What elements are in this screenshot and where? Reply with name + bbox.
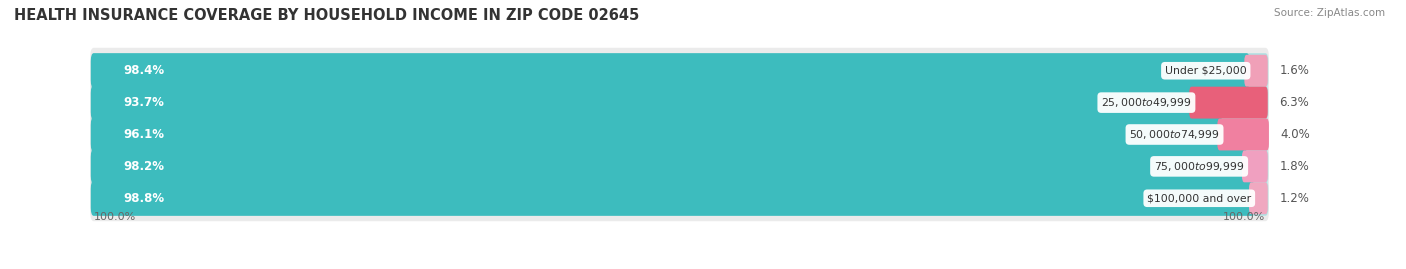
FancyBboxPatch shape — [1218, 119, 1268, 150]
Text: HEALTH INSURANCE COVERAGE BY HOUSEHOLD INCOME IN ZIP CODE 02645: HEALTH INSURANCE COVERAGE BY HOUSEHOLD I… — [14, 8, 640, 23]
Text: $100,000 and over: $100,000 and over — [1147, 193, 1251, 203]
FancyBboxPatch shape — [1249, 182, 1268, 214]
Text: 6.3%: 6.3% — [1279, 96, 1309, 109]
FancyBboxPatch shape — [90, 80, 1268, 126]
FancyBboxPatch shape — [90, 48, 1268, 94]
FancyBboxPatch shape — [90, 175, 1268, 221]
FancyBboxPatch shape — [90, 112, 1268, 157]
Text: $25,000 to $49,999: $25,000 to $49,999 — [1101, 96, 1192, 109]
Text: 100.0%: 100.0% — [1223, 212, 1265, 222]
FancyBboxPatch shape — [91, 53, 1268, 88]
FancyBboxPatch shape — [91, 85, 1268, 120]
Text: 1.8%: 1.8% — [1279, 160, 1309, 173]
FancyBboxPatch shape — [91, 117, 1268, 152]
Text: 98.8%: 98.8% — [124, 192, 165, 205]
Text: 100.0%: 100.0% — [94, 212, 136, 222]
FancyBboxPatch shape — [1189, 87, 1268, 119]
Text: $50,000 to $74,999: $50,000 to $74,999 — [1129, 128, 1219, 141]
Text: 4.0%: 4.0% — [1281, 128, 1310, 141]
FancyBboxPatch shape — [90, 143, 1268, 189]
Text: 1.2%: 1.2% — [1279, 192, 1309, 205]
Text: 93.7%: 93.7% — [124, 96, 165, 109]
FancyBboxPatch shape — [91, 53, 1250, 88]
FancyBboxPatch shape — [91, 181, 1254, 216]
Text: Under $25,000: Under $25,000 — [1166, 66, 1247, 76]
Text: 1.6%: 1.6% — [1279, 64, 1309, 77]
FancyBboxPatch shape — [1244, 55, 1268, 87]
Text: $75,000 to $99,999: $75,000 to $99,999 — [1154, 160, 1244, 173]
FancyBboxPatch shape — [91, 117, 1223, 152]
FancyBboxPatch shape — [91, 149, 1268, 184]
FancyBboxPatch shape — [91, 85, 1195, 120]
FancyBboxPatch shape — [91, 181, 1268, 216]
Text: 98.2%: 98.2% — [124, 160, 165, 173]
Text: 96.1%: 96.1% — [124, 128, 165, 141]
Text: 98.4%: 98.4% — [124, 64, 165, 77]
Text: Source: ZipAtlas.com: Source: ZipAtlas.com — [1274, 8, 1385, 18]
FancyBboxPatch shape — [1241, 150, 1268, 182]
FancyBboxPatch shape — [91, 149, 1247, 184]
